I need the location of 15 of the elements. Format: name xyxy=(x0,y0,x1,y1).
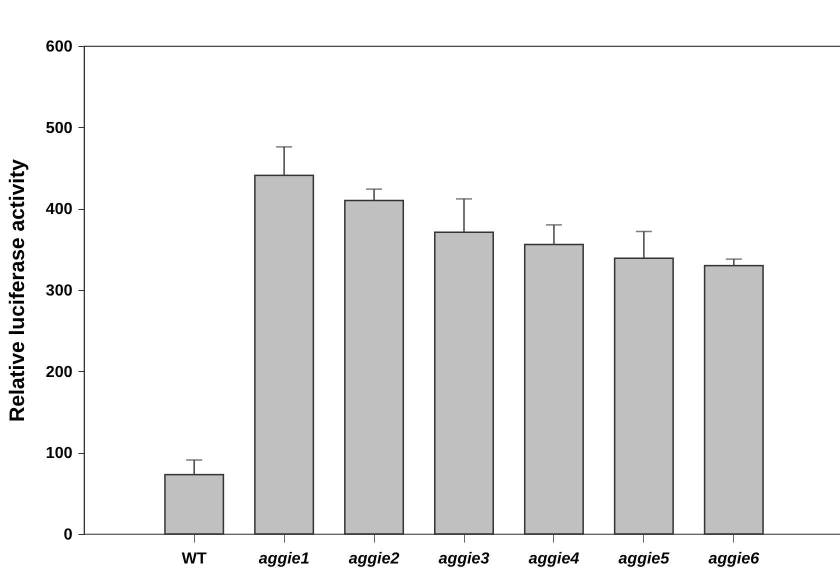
x-tick-label: aggie4 xyxy=(528,550,580,568)
x-tick-label: aggie1 xyxy=(258,550,310,568)
y-axis-title: Relative luciferase activity xyxy=(6,158,29,422)
x-tick-label: aggie5 xyxy=(618,550,670,568)
x-tick-label: aggie6 xyxy=(708,550,760,568)
x-tick-label: WT xyxy=(182,550,207,568)
y-tick-label: 400 xyxy=(46,201,73,218)
y-tick-label: 100 xyxy=(46,445,73,462)
x-tick-label: aggie2 xyxy=(348,550,400,568)
y-tick-label: 500 xyxy=(46,120,73,137)
y-tick-label: 600 xyxy=(46,38,73,56)
x-tick-label: aggie3 xyxy=(438,550,490,568)
y-tick-label: 200 xyxy=(46,364,73,381)
y-tick-label: 0 xyxy=(64,526,73,544)
y-tick-label: 300 xyxy=(46,282,73,300)
